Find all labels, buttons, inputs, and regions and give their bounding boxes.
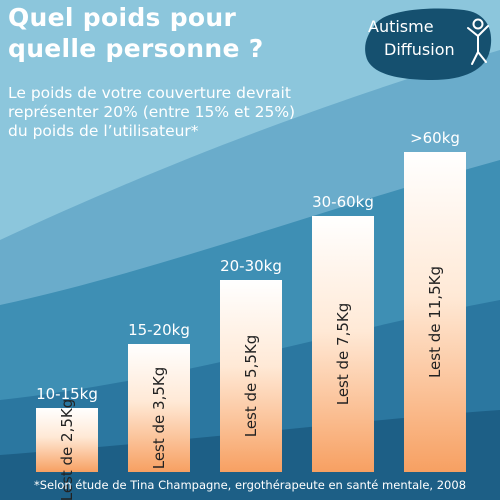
bar-category-label: 10-15kg: [36, 385, 98, 403]
bar-category-label: 20-30kg: [220, 257, 282, 275]
bar-category-label: 30-60kg: [312, 193, 374, 211]
bar-category-label: 15-20kg: [128, 321, 190, 339]
footnote: *Selon étude de Tina Champagne, ergothér…: [33, 478, 467, 492]
bar-4: [312, 216, 374, 472]
subtitle-text: Le poids de votre couverture devrait rep…: [8, 84, 296, 140]
person-icon: [467, 18, 489, 65]
bar-weight-label: Lest de 11,5Kg: [426, 266, 444, 378]
bar-weight-label: Lest de 3,5Kg: [150, 367, 168, 470]
bar-weight-label: Lest de 7,5Kg: [334, 303, 352, 406]
logo-text-line2: Diffusion: [384, 40, 455, 59]
bar-5: [404, 152, 466, 472]
page-title: Quel poids pour quelle personne ?: [8, 3, 264, 63]
autisme-diffusion-logo: [365, 8, 492, 80]
bar-category-label: >60kg: [410, 129, 460, 147]
logo-blob: [365, 8, 492, 80]
bar-2: [128, 344, 190, 472]
bar-1: [36, 408, 98, 472]
bar-weight-label: Lest de 2,5Kg: [58, 399, 76, 500]
bar-weight-label: Lest de 5,5Kg: [242, 335, 260, 438]
bar-3: [220, 280, 282, 472]
logo-text-line1: Autisme: [368, 17, 434, 36]
